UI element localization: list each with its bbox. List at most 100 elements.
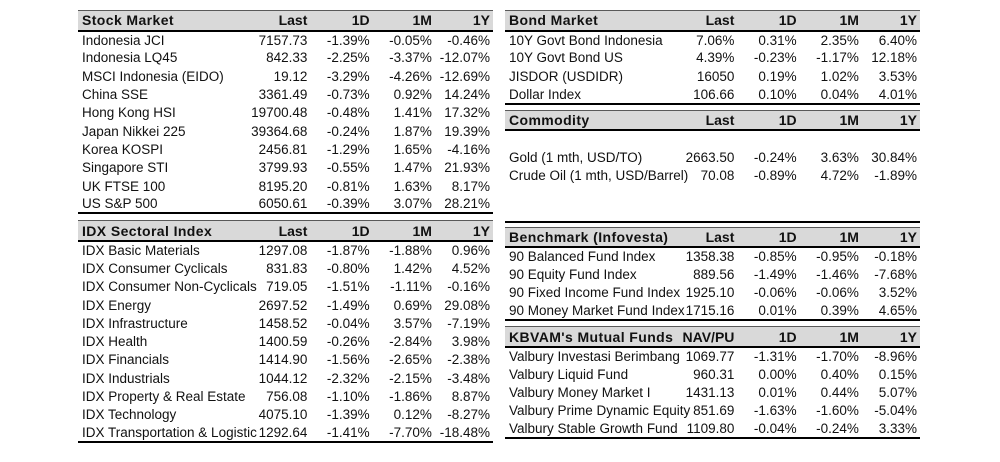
table-header-row: Stock Market Last 1D 1M 1Y <box>78 10 493 32</box>
cell-value: 889.56 <box>693 267 735 283</box>
cell-value: 19700.48 <box>251 105 308 121</box>
cell-value: 2456.81 <box>258 141 308 157</box>
cell-value: 1458.52 <box>258 315 308 331</box>
cell-value: 29.08% <box>444 297 490 313</box>
cell-value: 14.24% <box>444 87 490 103</box>
row-label: IDX Property & Real Estate <box>82 388 246 404</box>
commodity-table: Commodity Last 1D 1M 1Y Gold (1 mth, USD/TO) 2… <box>505 109 920 223</box>
table-row: Hong Kong HSI 19700.48 -0.48% 1.41% 17.32% <box>78 104 493 122</box>
column-header: 1Y <box>434 220 493 242</box>
table-row: IDX Energy 2697.52 -1.49% 0.69% 29.08% <box>78 296 493 314</box>
cell-value: -0.18% <box>874 249 917 265</box>
cell-value: -3.29% <box>326 68 370 84</box>
row-label: IDX Consumer Cyclicals <box>82 260 228 276</box>
row-label: 10Y Govt Bond Indonesia <box>509 32 663 48</box>
column-header: Last <box>202 10 311 32</box>
cell-value: -2.65% <box>389 352 432 368</box>
cell-value: -1.89% <box>874 168 917 184</box>
cell-value: -1.49% <box>326 297 370 313</box>
cell-value: -7.68% <box>874 267 917 283</box>
cell-value: -0.55% <box>326 160 370 176</box>
table-header-row: KBVAM's Mutual Funds NAV/PU 1D 1M 1Y <box>505 326 920 348</box>
row-label: 10Y Govt Bond US <box>509 50 623 66</box>
column-header: Last <box>629 109 738 132</box>
table-row: US S&P 500 6050.61 -0.39% 3.07% 28.21% <box>78 195 493 213</box>
cell-value: 0.01% <box>758 303 797 319</box>
cell-value: 16050 <box>696 68 735 84</box>
cell-value: -2.38% <box>447 352 490 368</box>
column-header: 1Y <box>861 10 920 32</box>
cell-value: 1109.80 <box>686 421 735 437</box>
cell-value: 1358.38 <box>685 249 735 265</box>
cell-value: -1.11% <box>390 279 432 295</box>
cell-value: 1.65% <box>393 141 432 157</box>
table-row: Japan Nikkei 225 39364.68 -0.24% 1.87% 19.39… <box>78 122 493 140</box>
row-label: JISDOR (USDIDR) <box>509 68 623 84</box>
idx-sectoral-index-table: IDX Sectoral Index Last 1D 1M 1Y IDX Basic Ma… <box>78 220 493 444</box>
cell-value: 1.41% <box>393 105 432 121</box>
cell-value: -0.26% <box>326 334 370 350</box>
row-label: IDX Basic Materials <box>82 243 200 259</box>
cell-value: 1.02% <box>820 68 859 84</box>
cell-value: -1.70% <box>816 349 859 364</box>
column-header: 1Y <box>861 109 920 132</box>
cell-value <box>800 203 862 221</box>
cell-value: 1431.13 <box>685 385 735 401</box>
column-header: 1M <box>799 226 862 249</box>
cell-value: 4075.10 <box>258 407 308 423</box>
cell-value: 19.12 <box>273 68 308 84</box>
cell-value: 8.17% <box>451 178 490 194</box>
cell-value: -0.48% <box>326 105 370 121</box>
table-row: IDX Technology 4075.10 -1.39% 0.12% -8.27% <box>78 406 493 424</box>
column-header: Last <box>629 226 738 249</box>
row-label: 90 Fixed Income Fund Index <box>509 285 681 301</box>
cell-value <box>800 130 862 148</box>
table-row: Singapore STI 3799.93 -0.55% 1.47% 21.93% <box>78 159 493 177</box>
cell-value: -7.19% <box>447 315 490 331</box>
table-row: IDX Infrastructure 1458.52 -0.04% 3.57% -7.1… <box>78 314 493 332</box>
row-label: IDX Industrials <box>82 370 170 386</box>
row-label: Valbury Prime Dynamic Equity <box>509 403 691 419</box>
row-label: 90 Money Market Fund Index <box>509 303 685 319</box>
row-label: IDX Financials <box>82 352 170 368</box>
cell-value <box>862 130 920 148</box>
row-label: Hong Kong HSI <box>82 105 176 121</box>
table-row: IDX Consumer Cyclicals 831.83 -0.80% 1.42% 4… <box>78 259 493 277</box>
cell-value: -2.32% <box>326 370 370 386</box>
row-label: IDX Infrastructure <box>82 315 188 331</box>
column-header: 1D <box>310 10 373 32</box>
cell-value: -1.49% <box>753 267 797 283</box>
cell-value: -0.39% <box>326 196 370 212</box>
cell-value: 0.00% <box>758 366 797 382</box>
cell-value: 719.05 <box>266 279 308 295</box>
cell-value <box>630 130 738 148</box>
cell-value: -1.39% <box>326 407 370 423</box>
cell-value: -2.15% <box>389 370 432 386</box>
row-label <box>505 185 630 203</box>
cell-value: 3.98% <box>451 334 490 350</box>
table-row: Indonesia JCI 7157.73 -1.39% -0.05% -0.46% <box>78 31 493 49</box>
cell-value: 831.83 <box>266 260 308 276</box>
cell-value: 1.42% <box>393 260 432 276</box>
cell-value: -0.24% <box>753 150 797 166</box>
cell-value: 2663.50 <box>685 150 735 166</box>
column-header: 1M <box>372 10 435 32</box>
cell-value: -1.87% <box>326 243 370 259</box>
row-label: Valbury Investasi Berimbang <box>509 349 680 364</box>
cell-value: -1.41% <box>326 425 370 441</box>
column-header: NAV/PU <box>629 326 738 348</box>
column-header: Last <box>629 10 738 32</box>
spacer-row <box>505 185 920 203</box>
cell-value: -0.23% <box>753 50 797 66</box>
table-row: 90 Money Market Fund Index 1715.16 0.01% 0.… <box>505 302 920 320</box>
cell-value: 3.07% <box>393 196 432 212</box>
cell-value <box>862 185 920 203</box>
row-label: IDX Energy <box>82 297 152 313</box>
cell-value <box>862 203 920 221</box>
cell-value: 0.01% <box>758 385 797 401</box>
table-row: 10Y Govt Bond US 4.39% -0.23% -1.17% 12.18% <box>505 49 920 67</box>
cell-value <box>800 185 862 203</box>
cell-value: -1.39% <box>326 32 370 48</box>
table-row: 90 Fixed Income Fund Index 1925.10 -0.06% -… <box>505 284 920 302</box>
cell-value: 3.57% <box>393 315 432 331</box>
